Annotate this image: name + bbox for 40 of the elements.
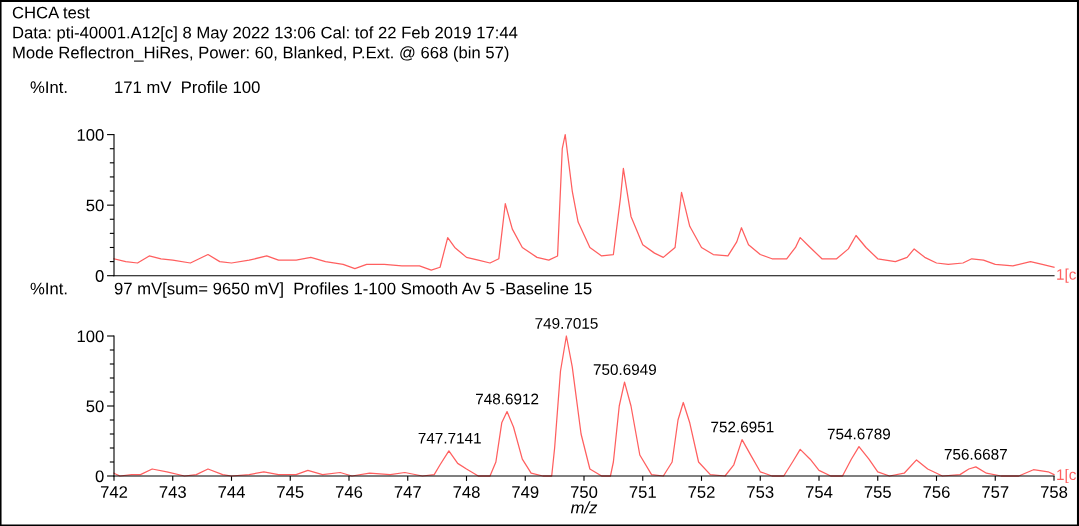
series-label: 1[c bbox=[1057, 468, 1076, 484]
x-tick-label: 743 bbox=[159, 486, 186, 498]
x-tick-label: 749 bbox=[512, 486, 539, 498]
y-tick-label: 0 bbox=[95, 270, 104, 282]
annotation: 747.7141 bbox=[418, 432, 481, 444]
x-tick-label: 753 bbox=[747, 486, 774, 498]
chart-title: CHCA test bbox=[12, 6, 90, 19]
y-tick-label: 100 bbox=[77, 330, 104, 343]
y-tick-label: 50 bbox=[86, 199, 104, 212]
y-axis-title: %Int. bbox=[30, 282, 67, 295]
x-tick-label: 746 bbox=[335, 486, 363, 498]
x-axis-title: m/z bbox=[570, 501, 598, 514]
text: 171 mV Profile 100 bbox=[115, 80, 260, 94]
series-label: 1[c bbox=[1057, 268, 1076, 283]
y-tick-label: 100 bbox=[77, 129, 104, 141]
annotation: 748.6912 bbox=[476, 393, 539, 405]
annotation: 750.6949 bbox=[593, 364, 656, 376]
x-tick-label: 747 bbox=[394, 486, 421, 498]
x-tick-label: 748 bbox=[453, 486, 480, 498]
x-tick-label: 750 bbox=[570, 486, 598, 498]
x-tick-label: 751 bbox=[629, 486, 656, 498]
line-series bbox=[113, 133, 1055, 271]
annotation: 754.6789 bbox=[827, 428, 891, 440]
x-tick-label: 757 bbox=[982, 486, 1009, 498]
x-tick-label: 742 bbox=[100, 486, 128, 498]
y-axis-title: %Int. bbox=[30, 81, 67, 94]
chart-subtitle: Data: pti-40001.A12[c] 8 May 2022 13:06 Cal: tof 22 Feb 2019 17:44 Mode Reflectron_HiRes, Power: 60, Blanked, P.Ext. @ 668 (bin 57) bbox=[13, 26, 518, 62]
annotation: 756.6687 bbox=[944, 448, 1007, 460]
text: 97 mV[sum= 9650 mV] Profiles 1-100 Smooth Av 5 -Baseline 15 bbox=[114, 282, 592, 298]
x-tick-label: 756 bbox=[923, 486, 950, 498]
annotation: 752.6951 bbox=[711, 421, 774, 433]
x-tick-label: 755 bbox=[864, 486, 891, 498]
x-tick-label: 754 bbox=[805, 486, 833, 498]
x-tick-label: 752 bbox=[688, 486, 715, 498]
x-tick-label: 744 bbox=[218, 486, 245, 498]
y-tick-label: 0 bbox=[95, 470, 104, 483]
annotation: 749.7015 bbox=[535, 317, 598, 329]
x-tick-label: 745 bbox=[277, 486, 304, 498]
y-tick-label: 50 bbox=[86, 400, 104, 413]
x-tick-label: 758 bbox=[1040, 486, 1068, 498]
